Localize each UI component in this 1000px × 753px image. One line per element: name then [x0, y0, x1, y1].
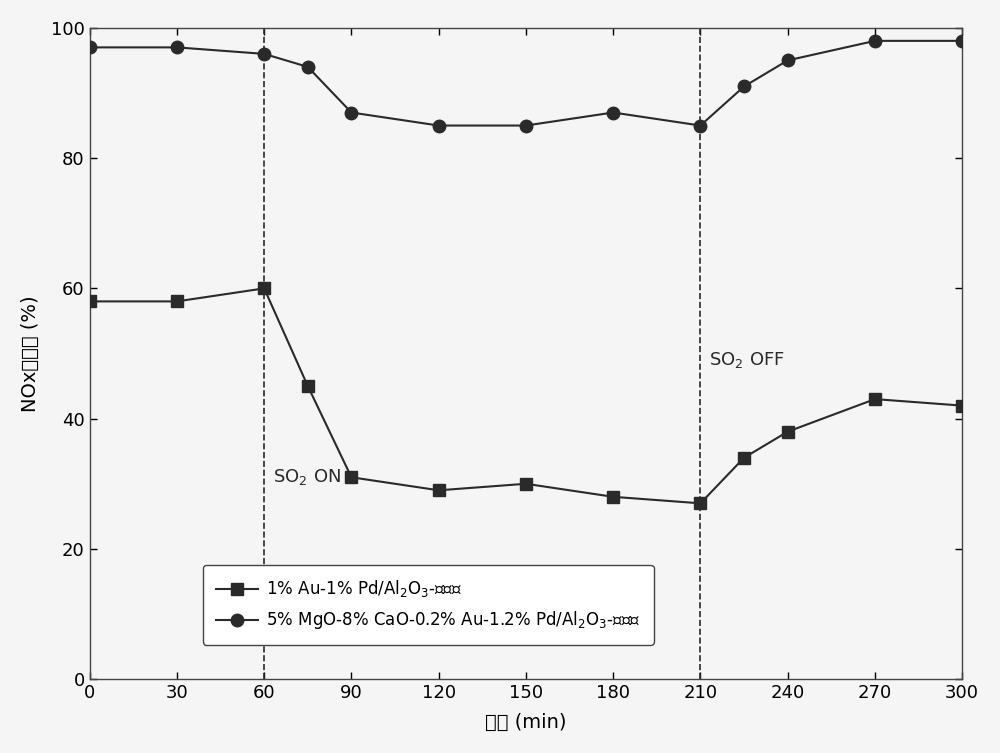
- 5% MgO-8% CaO-0.2% Au-1.2% Pd/Al$_2$O$_3$-堵青石: [345, 108, 357, 117]
- Y-axis label: NOx转化率 (%): NOx转化率 (%): [21, 295, 40, 412]
- 1% Au-1% Pd/Al$_2$O$_3$-堵青石: [869, 395, 881, 404]
- 5% MgO-8% CaO-0.2% Au-1.2% Pd/Al$_2$O$_3$-堵青石: [738, 82, 750, 91]
- 5% MgO-8% CaO-0.2% Au-1.2% Pd/Al$_2$O$_3$-堵青石: [869, 36, 881, 45]
- 5% MgO-8% CaO-0.2% Au-1.2% Pd/Al$_2$O$_3$-堵青石: [607, 108, 619, 117]
- Text: SO$_2$ OFF: SO$_2$ OFF: [709, 350, 785, 370]
- Legend: 1% Au-1% Pd/Al$_2$O$_3$-堵青石, 5% MgO-8% CaO-0.2% Au-1.2% Pd/Al$_2$O$_3$-堵青石: 1% Au-1% Pd/Al$_2$O$_3$-堵青石, 5% MgO-8% C…: [203, 566, 654, 645]
- 5% MgO-8% CaO-0.2% Au-1.2% Pd/Al$_2$O$_3$-堵青石: [258, 50, 270, 59]
- 1% Au-1% Pd/Al$_2$O$_3$-堵青石: [258, 284, 270, 293]
- 1% Au-1% Pd/Al$_2$O$_3$-堵青石: [171, 297, 183, 306]
- 5% MgO-8% CaO-0.2% Au-1.2% Pd/Al$_2$O$_3$-堵青石: [433, 121, 445, 130]
- Line: 5% MgO-8% CaO-0.2% Au-1.2% Pd/Al$_2$O$_3$-堵青石: 5% MgO-8% CaO-0.2% Au-1.2% Pd/Al$_2$O$_3…: [83, 35, 968, 132]
- 1% Au-1% Pd/Al$_2$O$_3$-堵青石: [433, 486, 445, 495]
- 1% Au-1% Pd/Al$_2$O$_3$-堵青石: [84, 297, 96, 306]
- 1% Au-1% Pd/Al$_2$O$_3$-堵青石: [782, 427, 794, 436]
- 1% Au-1% Pd/Al$_2$O$_3$-堵青石: [607, 492, 619, 501]
- 5% MgO-8% CaO-0.2% Au-1.2% Pd/Al$_2$O$_3$-堵青石: [171, 43, 183, 52]
- 5% MgO-8% CaO-0.2% Au-1.2% Pd/Al$_2$O$_3$-堵青石: [302, 62, 314, 72]
- 1% Au-1% Pd/Al$_2$O$_3$-堵青石: [956, 401, 968, 410]
- 5% MgO-8% CaO-0.2% Au-1.2% Pd/Al$_2$O$_3$-堵青石: [782, 56, 794, 65]
- Text: SO$_2$ ON: SO$_2$ ON: [273, 468, 341, 487]
- 5% MgO-8% CaO-0.2% Au-1.2% Pd/Al$_2$O$_3$-堵青石: [694, 121, 706, 130]
- X-axis label: 时间 (min): 时间 (min): [485, 713, 567, 732]
- 1% Au-1% Pd/Al$_2$O$_3$-堵青石: [738, 453, 750, 462]
- Line: 1% Au-1% Pd/Al$_2$O$_3$-堵青石: 1% Au-1% Pd/Al$_2$O$_3$-堵青石: [84, 283, 968, 509]
- 1% Au-1% Pd/Al$_2$O$_3$-堵青石: [694, 498, 706, 508]
- 5% MgO-8% CaO-0.2% Au-1.2% Pd/Al$_2$O$_3$-堵青石: [956, 36, 968, 45]
- 1% Au-1% Pd/Al$_2$O$_3$-堵青石: [302, 382, 314, 391]
- 1% Au-1% Pd/Al$_2$O$_3$-堵青石: [345, 473, 357, 482]
- 1% Au-1% Pd/Al$_2$O$_3$-堵青石: [520, 479, 532, 488]
- 5% MgO-8% CaO-0.2% Au-1.2% Pd/Al$_2$O$_3$-堵青石: [84, 43, 96, 52]
- 5% MgO-8% CaO-0.2% Au-1.2% Pd/Al$_2$O$_3$-堵青石: [520, 121, 532, 130]
